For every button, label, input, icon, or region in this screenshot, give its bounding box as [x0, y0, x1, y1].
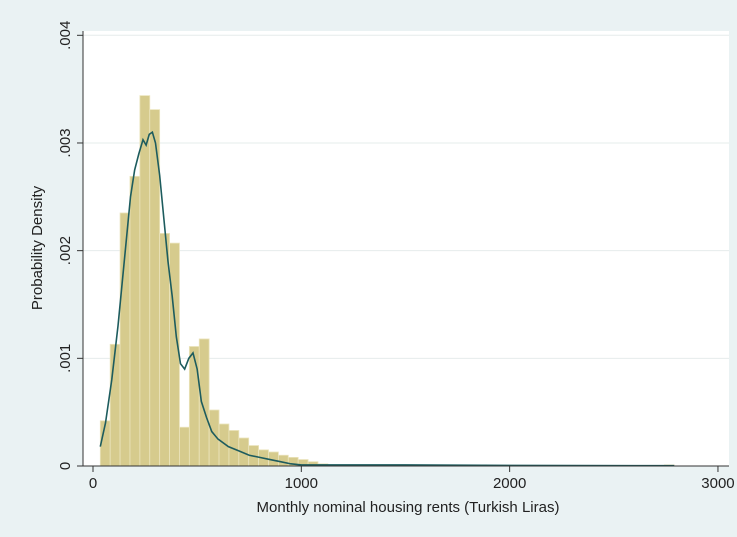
x-tick-label: 1000	[285, 475, 318, 492]
y-axis-title: Probability Density	[29, 185, 46, 310]
y-tick-label: .004	[57, 21, 74, 50]
bar	[109, 343, 121, 467]
bar	[129, 175, 141, 467]
bar	[139, 95, 151, 467]
x-tick-label: 2000	[493, 475, 526, 492]
x-axis-title: Monthly nominal housing rents (Turkish L…	[257, 499, 560, 516]
plot-area	[83, 31, 729, 466]
bar	[278, 454, 289, 467]
x-tick-label: 0	[89, 475, 97, 492]
bar	[179, 426, 190, 467]
bar	[169, 242, 180, 467]
y-tick-label: 0	[57, 462, 74, 470]
bar	[188, 346, 200, 467]
y-tick-label: .002	[57, 236, 74, 265]
density-line	[99, 130, 675, 467]
y-tick-label: .003	[57, 128, 74, 157]
x-tick-label: 3000	[701, 475, 734, 492]
bar	[198, 338, 210, 467]
y-tick-label: .001	[57, 344, 74, 373]
